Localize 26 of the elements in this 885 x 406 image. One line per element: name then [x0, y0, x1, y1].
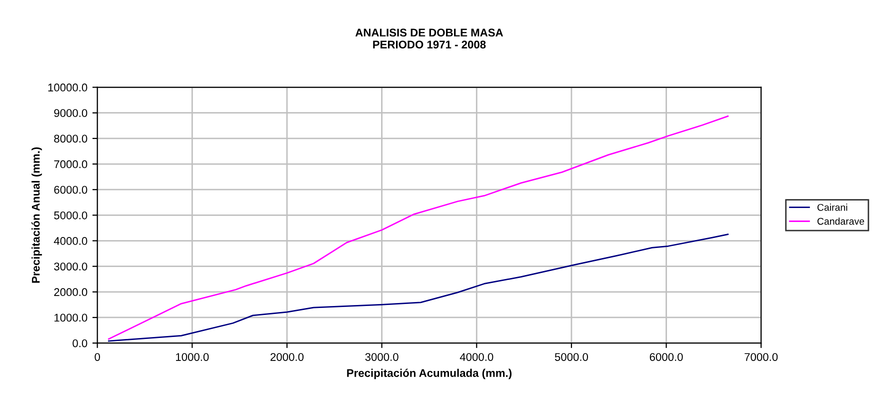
x-axis-title: Precipitación Acumulada (mm.)	[347, 368, 512, 380]
y-tick-label: 6000.0	[54, 186, 88, 194]
y-tick-label: 0.0	[72, 339, 88, 348]
y-tick-label: 4000.0	[54, 237, 88, 245]
y-tick-label: 9000.0	[54, 109, 88, 118]
line-series	[108, 116, 729, 340]
y-tick-label: 8000.0	[54, 134, 88, 143]
chart-title: ANALISIS DE DOBLE MASA PERIODO 1971 - 2008	[355, 28, 504, 49]
x-tick-label: 6000.0	[650, 353, 683, 361]
y-tick-label: 5000.0	[54, 211, 88, 220]
x-tick-label: 2000.0	[270, 353, 304, 361]
y-tick-label: 1000.0	[54, 314, 88, 322]
legend-label: Candarave	[817, 218, 864, 225]
y-axis-title: Precipitación Anual (mm.)	[31, 147, 42, 283]
x-tick-label: 5000.0	[554, 353, 588, 361]
legend-label: Cairani	[817, 204, 848, 211]
y-tick-label: 7000.0	[54, 160, 88, 168]
x-tick-label: 7000.0	[744, 353, 778, 361]
y-tick-label: 10000.0	[48, 84, 88, 92]
x-tick-label: 1000.0	[176, 353, 209, 361]
y-tick-label: 3000.0	[54, 262, 88, 270]
x-tick-label: 3000.0	[365, 353, 398, 361]
line-series	[108, 234, 729, 342]
x-tick-label: 4000.0	[460, 353, 494, 361]
x-tick-label: 0	[94, 353, 100, 361]
y-tick-label: 2000.0	[54, 288, 88, 296]
